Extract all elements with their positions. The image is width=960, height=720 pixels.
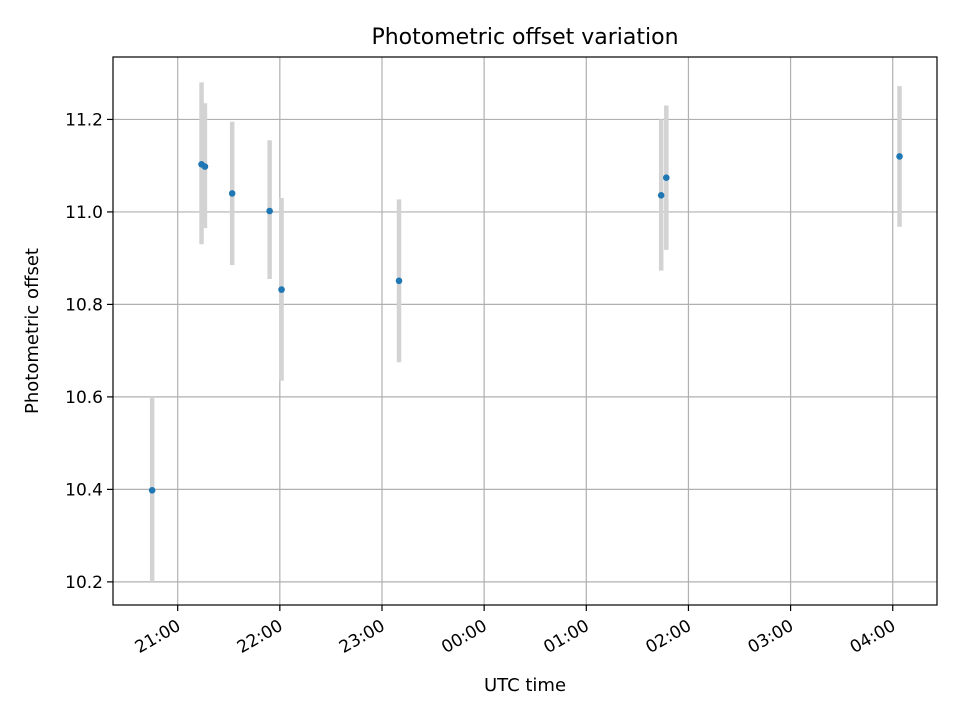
data-point xyxy=(395,277,403,285)
y-tick-label: 11.0 xyxy=(65,203,103,223)
data-point xyxy=(201,163,209,170)
grid xyxy=(113,57,937,605)
data-point xyxy=(228,190,236,197)
data-point xyxy=(278,286,285,293)
y-tick-label: 10.2 xyxy=(65,573,103,593)
y-axis-label: Photometric offset xyxy=(22,248,43,414)
y-tick-label: 11.2 xyxy=(65,110,103,130)
y-tick-label: 10.6 xyxy=(65,388,103,408)
x-axis-label: UTC time xyxy=(484,675,566,696)
data-point xyxy=(266,207,273,215)
data-points xyxy=(148,153,903,494)
data-point xyxy=(896,153,903,160)
data-point xyxy=(657,191,665,199)
data-point xyxy=(663,174,670,181)
plot-frame xyxy=(112,56,938,606)
data-point xyxy=(148,487,156,494)
y-axis: 10.2 10.4 10.6 10.8 11.0 11.2 xyxy=(65,110,113,593)
y-tick-label: 10.8 xyxy=(65,295,103,315)
y-tick-label: 10.4 xyxy=(65,480,103,500)
chart-title: Photometric offset variation xyxy=(371,25,678,50)
